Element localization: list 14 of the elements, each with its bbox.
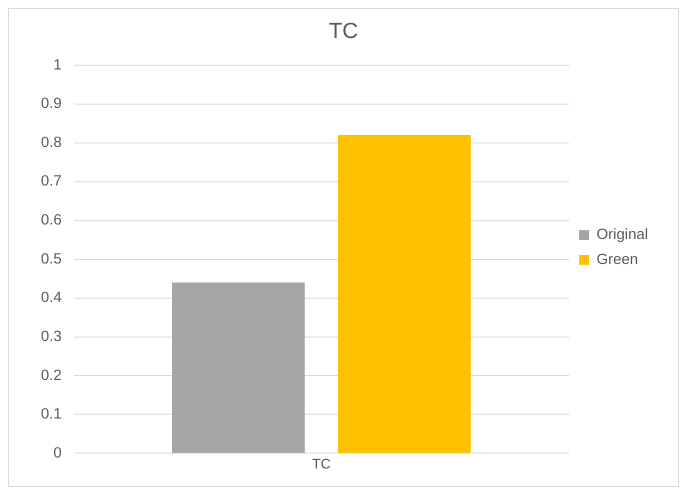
y-tick-label: 0.7 — [40, 172, 62, 190]
y-tick-label: 0.8 — [40, 134, 62, 151]
y-tick-label: 0.1 — [40, 406, 62, 423]
y-tick-label: 0 — [53, 444, 62, 462]
y-tick-label: 0.6 — [40, 212, 62, 229]
y-tick-label: 0.5 — [40, 250, 62, 268]
legend-label: Green — [596, 251, 638, 268]
legend-label: Original — [596, 226, 648, 244]
y-tick-label: 1 — [53, 56, 62, 74]
y-tick-label: 0.9 — [40, 95, 62, 112]
y-tick-label: 0.4 — [40, 289, 62, 306]
y-tick-label: 0.3 — [40, 328, 62, 346]
y-tick-label: 0.2 — [40, 366, 62, 384]
chart-title: TC — [328, 18, 358, 44]
